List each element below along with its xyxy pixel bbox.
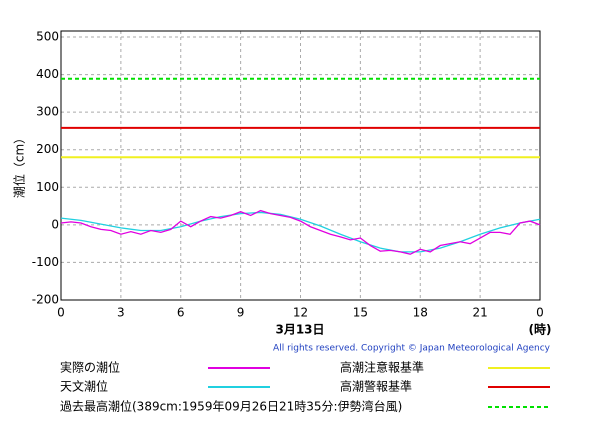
legend-label: 天文潮位 bbox=[60, 379, 108, 394]
x-tick-label: 18 bbox=[413, 306, 428, 320]
x-tick-label: 12 bbox=[293, 306, 308, 320]
x-tick-label: 15 bbox=[353, 306, 368, 320]
y-axis-label: 潮位（cm） bbox=[12, 132, 27, 198]
copyright: All rights reserved. Copyright © Japan M… bbox=[273, 344, 551, 354]
y-tick-label: 0 bbox=[51, 217, 59, 231]
y-tick-label: -200 bbox=[32, 293, 59, 307]
legend-label: 実際の潮位 bbox=[60, 360, 120, 375]
legend-label: 高潮警報基準 bbox=[340, 379, 412, 394]
y-tick-label: 300 bbox=[36, 105, 59, 119]
x-axis-unit: (時) bbox=[529, 322, 552, 337]
x-tick-label: 9 bbox=[237, 306, 245, 320]
x-tick-label: 21 bbox=[472, 306, 487, 320]
y-tick-label: -100 bbox=[32, 255, 59, 269]
y-tick-label: 400 bbox=[36, 67, 59, 81]
y-tick-label: 500 bbox=[36, 30, 59, 44]
x-tick-label: 0 bbox=[536, 306, 544, 320]
plot-frame bbox=[60, 30, 541, 301]
x-tick-label: 0 bbox=[57, 306, 65, 320]
y-tick-label: 100 bbox=[36, 180, 59, 194]
series-line bbox=[60, 209, 541, 255]
y-tick-label: 200 bbox=[36, 142, 59, 156]
x-tick-label: 6 bbox=[177, 306, 185, 320]
legend-label: 高潮注意報基準 bbox=[340, 360, 424, 375]
x-axis-label: 3月13日 bbox=[275, 323, 324, 337]
legend-label: 過去最高潮位(389cm:1959年09月26日21時35分:伊勢湾台風) bbox=[60, 399, 402, 414]
x-tick-label: 3 bbox=[117, 306, 125, 320]
